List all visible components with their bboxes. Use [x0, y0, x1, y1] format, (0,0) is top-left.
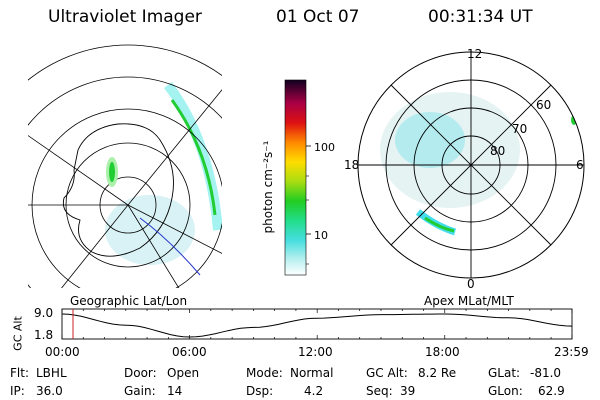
door-label: Door: — [124, 366, 157, 380]
dsp-value: 4.2 — [304, 384, 324, 398]
glon-label: GLon: — [488, 384, 523, 398]
mlt-label-18: 18 — [344, 158, 360, 172]
coastline — [62, 123, 174, 257]
door-value: Open — [167, 366, 200, 380]
mlt-label-12: 12 — [467, 47, 483, 61]
mlt-label-6: 6 — [576, 158, 584, 172]
mode-label: Mode: — [246, 366, 283, 380]
altitude-ticks — [61, 309, 573, 339]
alt-xtick-0600: 06:00 — [172, 345, 207, 359]
altitude-plot-frame — [61, 308, 573, 340]
mode-value: Normal — [290, 366, 334, 380]
date-label: 01 Oct 07 — [276, 7, 360, 27]
colorbar-tick-100: 100 — [314, 141, 335, 154]
seq-label: Seq: — [366, 384, 393, 398]
lat-label-60: 60 — [536, 98, 552, 112]
instrument-title: Ultraviolet Imager — [48, 7, 202, 27]
auroral-oval-spot — [424, 216, 455, 233]
gain-label: Gain: — [124, 384, 156, 398]
alt-xtick-2359: 23:59 — [554, 345, 589, 359]
alt-ytick-top: 9.0 — [34, 306, 54, 320]
alt-xtick-1800: 18:00 — [425, 345, 460, 359]
dsp-label: Dsp: — [246, 384, 274, 398]
seq-value: 39 — [400, 384, 416, 398]
gcalt-label: GC Alt: — [366, 366, 408, 380]
map-grid — [28, 44, 222, 288]
terminator-line — [139, 217, 201, 276]
lat-label-80: 80 — [490, 144, 506, 158]
mlt-label-0: 0 — [467, 277, 475, 291]
gcalt-value: 8.2 Re — [418, 366, 457, 380]
alt-xtick-0000: 00:00 — [45, 345, 80, 359]
alt-ytick-bottom: 1.8 — [34, 328, 54, 342]
alt-plot-ylabel: GC Alt — [11, 316, 25, 351]
gain-value: 14 — [167, 384, 183, 398]
time-label: 00:31:34 UT — [428, 7, 533, 27]
left-panel-caption: Geographic Lat/Lon — [70, 294, 188, 308]
right-panel-caption: Apex MLat/MLT — [424, 294, 514, 308]
colorbar-scale — [284, 79, 307, 276]
alt-xtick-1200: 12:00 — [298, 345, 333, 359]
colorbar-tick-10: 10 — [314, 229, 328, 242]
ip-label: IP: — [10, 384, 25, 398]
glat-value: -81.0 — [530, 366, 562, 380]
glon-value: 62.9 — [538, 384, 565, 398]
glat-label: GLat: — [488, 366, 521, 380]
diffuse-glow — [105, 195, 195, 265]
flt-value: LBHL — [36, 366, 67, 380]
ip-value: 36.0 — [36, 384, 63, 398]
lat-label-70: 70 — [512, 122, 528, 136]
flt-label: Flt: — [10, 366, 29, 380]
altitude-series-line — [61, 313, 573, 338]
aurora-arc-core — [170, 99, 217, 216]
